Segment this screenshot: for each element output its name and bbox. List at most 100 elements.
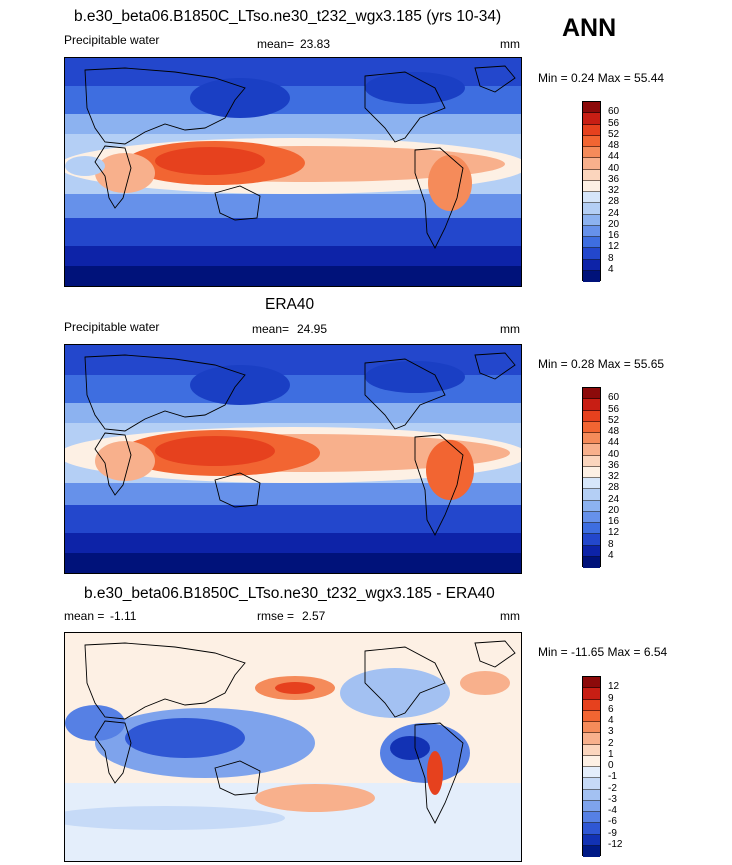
colorbar-tick-label: 48: [608, 140, 620, 151]
colorbar-swatch: [583, 511, 600, 523]
colorbar-tick-label: 0: [608, 760, 614, 771]
colorbar-swatch: [583, 556, 600, 568]
panel-model-colorbar-swatches: [582, 101, 601, 282]
colorbar-tick-label: 28: [608, 196, 620, 208]
colorbar-tick-label: 20: [608, 218, 620, 230]
panel-model-minmax: Min = 0.24 Max = 55.44: [538, 71, 665, 85]
colorbar-tick-label: 12: [608, 241, 620, 253]
colorbar-swatch: [583, 733, 600, 745]
colorbar-swatch: [583, 237, 600, 249]
panel-obs-field: [65, 345, 521, 573]
colorbar-tick-label: 9: [608, 692, 614, 704]
colorbar-tick-label: -12: [608, 838, 623, 850]
colorbar-tick-label: -6: [608, 816, 617, 828]
colorbar-swatch: [583, 203, 600, 215]
colorbar-tick-label: 56: [608, 403, 620, 415]
colorbar-tick-label: 16: [608, 230, 620, 241]
colorbar-tick-label: -4: [608, 805, 617, 816]
colorbar-swatch: [583, 248, 600, 260]
colorbar-tick-label: 60: [608, 106, 620, 118]
colorbar-tick-label: 52: [608, 414, 620, 426]
colorbar-tick-label: 6: [608, 703, 614, 715]
colorbar-swatch: [583, 102, 600, 114]
colorbar-swatch: [583, 433, 600, 445]
colorbar-tick-label: 4: [608, 263, 614, 275]
colorbar-tick-label: 24: [608, 207, 620, 219]
panel-diff-rmse-value: 2.57: [302, 609, 326, 623]
colorbar-swatch: [583, 545, 600, 557]
colorbar-tick-label: 12: [608, 681, 620, 693]
colorbar-tick-label: 32: [608, 185, 620, 196]
colorbar-swatch: [583, 214, 600, 226]
colorbar-swatch: [583, 113, 600, 125]
colorbar-tick-label: 8: [608, 538, 614, 550]
panel-model-colorbar: 60 56 52 48 44 40 36 32 28 24 20 16 12 8 4: [582, 101, 619, 282]
colorbar-swatch: [583, 845, 600, 857]
colorbar-swatch: [583, 755, 600, 767]
colorbar-swatch: [583, 523, 600, 535]
colorbar-tick-label: 24: [608, 493, 620, 505]
colorbar-tick-label: 12: [608, 527, 620, 539]
colorbar-swatch: [583, 699, 600, 711]
colorbar-swatch: [583, 388, 600, 400]
colorbar-swatch: [583, 722, 600, 734]
colorbar-swatch: [583, 489, 600, 501]
colorbar-tick-label: 2: [608, 737, 614, 749]
panel-diff-units: mm: [500, 609, 520, 623]
colorbar-swatch: [583, 455, 600, 467]
colorbar-swatch: [583, 270, 600, 282]
colorbar-swatch: [583, 778, 600, 790]
colorbar-tick-label: -3: [608, 793, 617, 805]
panel-diff-rmse-label: rmse =: [257, 609, 295, 623]
panel-model-mean-value: 23.83: [300, 37, 331, 51]
panel-diff-mean-label: mean =: [64, 609, 105, 623]
colorbar-swatch: [583, 823, 600, 835]
colorbar-swatch: [583, 677, 600, 689]
colorbar-swatch: [583, 180, 600, 192]
colorbar-swatch: [583, 767, 600, 779]
colorbar-tick-label: 52: [608, 128, 620, 140]
colorbar-tick-label: 36: [608, 173, 620, 185]
panel-obs-map: [64, 344, 522, 574]
colorbar-tick-label: 16: [608, 516, 620, 527]
panel-model-variable: Precipitable water: [64, 33, 160, 47]
colorbar-tick-label: -1: [608, 771, 617, 783]
colorbar-swatch: [583, 789, 600, 801]
colorbar-swatch: [583, 800, 600, 812]
panel-obs-variable: Precipitable water: [64, 320, 160, 334]
panel-obs-colorbar: 60 56 52 48 44 40 36 32 28 24 20 16 12 8 4: [582, 387, 619, 568]
colorbar-tick-label: 4: [608, 549, 614, 561]
panel-obs-mean-label: mean=: [252, 322, 290, 336]
colorbar-tick-label: 32: [608, 471, 620, 482]
colorbar-swatch: [583, 500, 600, 512]
panel-obs-title: ERA40: [265, 296, 315, 313]
colorbar-swatch: [583, 834, 600, 846]
colorbar-tick-label: 56: [608, 117, 620, 129]
panel-obs-minmax: Min = 0.28 Max = 55.65: [538, 357, 665, 371]
colorbar-swatch: [583, 169, 600, 181]
colorbar-tick-label: 40: [608, 448, 620, 460]
colorbar-swatch: [583, 135, 600, 147]
colorbar-swatch: [583, 192, 600, 204]
colorbar-swatch: [583, 259, 600, 271]
colorbar-swatch: [583, 466, 600, 478]
panel-obs-mean-value: 24.95: [297, 322, 328, 336]
colorbar-tick-label: 8: [608, 252, 614, 264]
colorbar-tick-label: 28: [608, 482, 620, 494]
panel-model-units: mm: [500, 37, 520, 51]
colorbar-swatch: [583, 158, 600, 170]
colorbar-swatch: [583, 812, 600, 824]
panel-diff-title: b.e30_beta06.B1850C_LTso.ne30_t232_wgx3.…: [84, 585, 495, 602]
colorbar-tick-label: 44: [608, 151, 620, 163]
colorbar-tick-label: -2: [608, 782, 617, 794]
panel-diff-colorbar: 12 9 6 4 3 2 1 0 -1 -2 -3 -4 -6 -9 -12: [582, 676, 622, 857]
panel-model-map: [64, 57, 522, 287]
colorbar-tick-label: 4: [608, 715, 614, 726]
colorbar-swatch: [583, 534, 600, 546]
colorbar-tick-label: 36: [608, 459, 620, 471]
panel-diff-field: [65, 633, 521, 861]
panel-model-field: [65, 58, 521, 286]
colorbar-swatch: [583, 444, 600, 456]
panel-diff-minmax: Min = -11.65 Max = 6.54: [538, 645, 668, 659]
panel-model-title: b.e30_beta06.B1850C_LTso.ne30_t232_wgx3.…: [74, 8, 502, 25]
